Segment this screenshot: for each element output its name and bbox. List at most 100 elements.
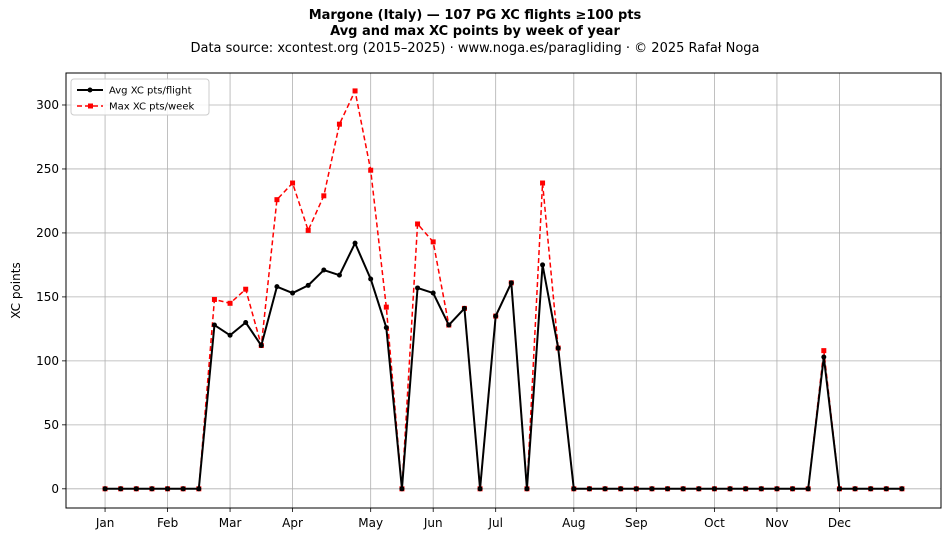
data-point: [649, 486, 655, 492]
data-point: [446, 322, 452, 328]
data-point: [836, 486, 842, 492]
series-avg: [102, 240, 905, 492]
data-point: [540, 180, 546, 186]
data-point: [243, 319, 249, 325]
data-point: [258, 343, 264, 349]
x-tick-label: Mar: [219, 516, 242, 530]
data-point: [415, 285, 421, 291]
data-point: [711, 486, 717, 492]
data-point: [196, 486, 202, 492]
chart-source-line: Data source: xcontest.org (2015–2025) · …: [190, 41, 760, 56]
data-point: [790, 486, 796, 492]
data-point: [243, 286, 249, 292]
data-point: [305, 282, 311, 288]
y-tick-label: 100: [36, 354, 59, 368]
legend-label: Max XC pts/week: [109, 102, 194, 113]
y-tick-label: 250: [36, 162, 59, 176]
data-point: [368, 167, 374, 173]
data-point: [602, 486, 608, 492]
data-point: [540, 262, 546, 268]
x-tick-label: Jun: [423, 516, 443, 530]
data-point: [618, 486, 624, 492]
data-point: [477, 486, 483, 492]
data-point: [352, 88, 358, 94]
data-point: [852, 486, 858, 492]
series-line: [105, 242, 902, 490]
data-point: [586, 486, 592, 492]
data-point: [805, 486, 811, 492]
x-tick-label: Feb: [157, 516, 178, 530]
data-point: [696, 486, 702, 492]
data-point: [399, 486, 405, 492]
data-point: [743, 486, 749, 492]
grid-lines: [66, 73, 941, 508]
data-point: [165, 486, 171, 492]
y-tick-label: 300: [36, 98, 59, 112]
legend-marker: [88, 103, 93, 109]
y-tick-label: 50: [44, 418, 59, 432]
data-point: [508, 280, 514, 286]
series-max: [102, 88, 905, 492]
plot-frame: [65, 72, 942, 509]
data-point: [211, 322, 217, 328]
data-point: [493, 313, 499, 319]
data-point: [774, 486, 780, 492]
x-tick-label: Nov: [765, 516, 788, 530]
data-point: [383, 304, 389, 310]
data-point: [290, 290, 296, 296]
data-point: [274, 284, 280, 290]
data-point: [133, 486, 139, 492]
y-tick-label: 150: [36, 290, 59, 304]
x-tick-label: Apr: [282, 516, 303, 530]
data-point: [352, 240, 358, 246]
data-point: [227, 300, 233, 306]
data-point: [524, 486, 530, 492]
data-point: [883, 486, 889, 492]
data-point: [430, 239, 436, 245]
data-point: [227, 332, 233, 338]
data-point: [899, 486, 905, 492]
data-point: [118, 486, 124, 492]
y-axis-label: XC points: [9, 262, 23, 318]
series-line: [105, 90, 902, 490]
x-tick-label: Aug: [562, 516, 585, 530]
data-point: [430, 290, 436, 296]
data-point: [211, 296, 217, 302]
data-point: [633, 486, 639, 492]
data-point: [821, 348, 827, 354]
legend-marker: [87, 87, 93, 93]
data-point: [149, 486, 155, 492]
x-tick-label: Sep: [625, 516, 648, 530]
data-point: [555, 345, 561, 351]
data-point: [336, 272, 342, 278]
y-tick-label: 200: [36, 226, 59, 240]
x-tick-label: Dec: [828, 516, 851, 530]
data-point: [305, 227, 311, 233]
axis-ticks: Jan Feb Mar Apr May Jun Jul Aug Sep Oct Nov Dec 0 50 1…: [36, 98, 851, 530]
x-tick-label: Jul: [487, 516, 502, 530]
y-tick-label: 0: [51, 482, 59, 496]
chart-subtitle: Avg and max XC points by week of year: [330, 24, 620, 39]
data-point: [321, 267, 327, 273]
data-point: [727, 486, 733, 492]
data-point: [383, 325, 389, 331]
data-point: [821, 354, 827, 360]
data-point: [571, 486, 577, 492]
data-point: [321, 193, 327, 199]
data-point: [415, 221, 421, 227]
x-tick-label: Oct: [704, 516, 725, 530]
x-tick-label: Jan: [95, 516, 115, 530]
data-point: [680, 486, 686, 492]
data-point: [180, 486, 186, 492]
data-point: [336, 121, 342, 127]
series-layer: [102, 88, 905, 492]
legend-box: [70, 78, 210, 116]
legend: Avg XC pts/flight Max XC pts/week: [70, 78, 210, 116]
data-point: [368, 276, 374, 282]
data-point: [102, 486, 108, 492]
data-point: [290, 180, 296, 186]
data-point: [868, 486, 874, 492]
x-tick-label: May: [358, 516, 383, 530]
data-point: [758, 486, 764, 492]
